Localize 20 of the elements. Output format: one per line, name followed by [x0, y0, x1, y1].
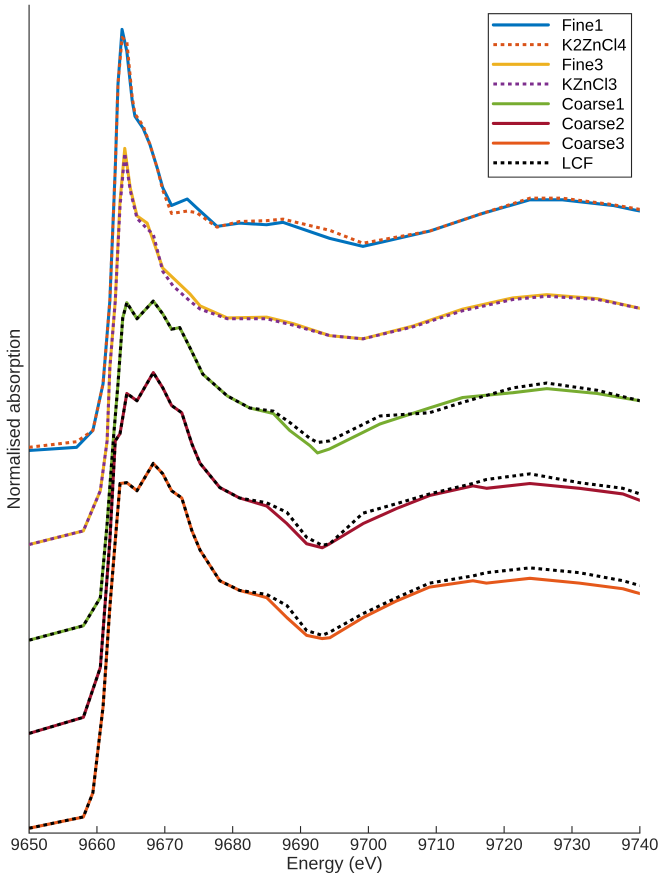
- legend-label: Coarse2: [562, 118, 624, 130]
- x-tick-label: 9660: [79, 838, 115, 850]
- x-tick-label: 9650: [11, 838, 47, 850]
- x-tick-label: 9740: [622, 838, 658, 850]
- x-tick-label: 9710: [418, 838, 454, 850]
- legend-label: Fine3: [563, 58, 603, 70]
- legend-label: Fine1: [563, 18, 603, 31]
- legend-label: K2ZnCl4: [563, 38, 626, 51]
- x-axis-title: Energy (eV): [288, 856, 382, 874]
- legend-label: Coarse1: [562, 98, 624, 110]
- legend-label: LCF: [563, 157, 592, 169]
- x-tick-label: 9700: [350, 838, 386, 850]
- legend-label: KZnCl3: [563, 78, 617, 90]
- x-tick-label: 9690: [282, 838, 318, 850]
- x-tick-label: 9720: [486, 838, 522, 850]
- x-tick-label: 9730: [554, 838, 590, 850]
- legend-label: Coarse3: [562, 137, 624, 150]
- x-tick-label: 9680: [214, 838, 251, 850]
- y-axis-title: Normalised absorption: [6, 330, 24, 508]
- x-tick-label: 9670: [147, 838, 183, 850]
